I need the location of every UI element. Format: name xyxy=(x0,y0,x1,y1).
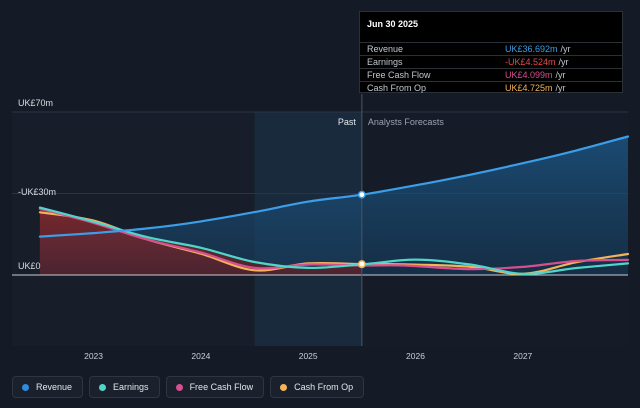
legend-dot-icon xyxy=(99,383,107,391)
tooltip-value: UK£36.692m/yr xyxy=(505,44,571,54)
tooltip-date: Jun 30 2025 xyxy=(367,19,419,29)
earnings-loss-area xyxy=(39,207,362,275)
tooltip-label: Earnings xyxy=(367,57,403,67)
highlight-point-revenue xyxy=(357,190,366,199)
tooltip-value: -UK£4.524m/yr xyxy=(505,57,569,67)
past-label: Past xyxy=(338,117,357,127)
legend-dot-icon xyxy=(22,383,29,391)
legend: Revenue Earnings Free Cash Flow Cash Fro… xyxy=(12,376,365,400)
tooltip-row-revenue: Revenue UK£36.692m/yr xyxy=(360,42,622,56)
legend-dot-icon xyxy=(175,383,183,391)
tooltip-value: UK£4.725m/yr xyxy=(505,83,566,93)
series-line-free-cash-flow xyxy=(38,207,630,271)
tooltip: Jun 30 2025 Revenue UK£36.692m/yr Earnin… xyxy=(359,11,623,93)
legend-item-free-cash-flow[interactable]: Free Cash Flow xyxy=(165,376,265,398)
tooltip-row-earnings: Earnings -UK£4.524m/yr xyxy=(360,55,622,69)
tooltip-value-text: UK£36.692m xyxy=(505,44,558,54)
legend-label: Cash From Op xyxy=(294,382,354,392)
legend-item-revenue[interactable]: Revenue xyxy=(12,376,84,398)
legend-dot-icon xyxy=(280,383,288,391)
y-tick-label: UK£70m xyxy=(18,98,53,108)
x-tick-label: 2024 xyxy=(191,351,210,361)
series-line-earnings xyxy=(38,206,630,275)
tooltip-unit: /yr xyxy=(555,83,566,93)
legend-item-cash-from-op[interactable]: Cash From Op xyxy=(270,376,365,398)
legend-label: Free Cash Flow xyxy=(189,382,254,392)
legend-label: Earnings xyxy=(113,382,149,392)
x-tick-label: 2027 xyxy=(513,351,532,361)
highlight-point-cash-from-op xyxy=(357,260,366,269)
y-tick-label: UK£0 xyxy=(18,261,41,271)
tooltip-value-text: UK£4.725m xyxy=(505,83,553,93)
forecast-label: Analysts Forecasts xyxy=(368,117,445,127)
legend-item-earnings[interactable]: Earnings xyxy=(89,376,160,398)
series-line-revenue xyxy=(38,135,630,238)
tooltip-row-cash-from-op: Cash From Op UK£4.725m/yr xyxy=(360,81,622,95)
tooltip-value-text: UK£4.099m xyxy=(505,70,553,80)
tooltip-value: UK£4.099m/yr xyxy=(505,70,566,80)
tooltip-row-free-cash-flow: Free Cash Flow UK£4.099m/yr xyxy=(360,68,622,82)
x-tick-label: 2025 xyxy=(299,351,318,361)
tooltip-unit: /yr xyxy=(555,70,566,80)
tooltip-unit: /yr xyxy=(560,44,571,54)
tooltip-label: Free Cash Flow xyxy=(367,70,431,80)
tooltip-label: Cash From Op xyxy=(367,83,427,93)
tooltip-label: Revenue xyxy=(367,44,404,54)
tooltip-unit: /yr xyxy=(558,57,569,67)
y-tick-label: -UK£30m xyxy=(18,187,56,197)
x-tick-label: 2023 xyxy=(84,351,103,361)
x-tick-label: 2026 xyxy=(406,351,425,361)
legend-label: Revenue xyxy=(36,382,73,392)
revenue-area xyxy=(39,136,628,275)
tooltip-value-text: -UK£4.524m xyxy=(505,57,556,67)
